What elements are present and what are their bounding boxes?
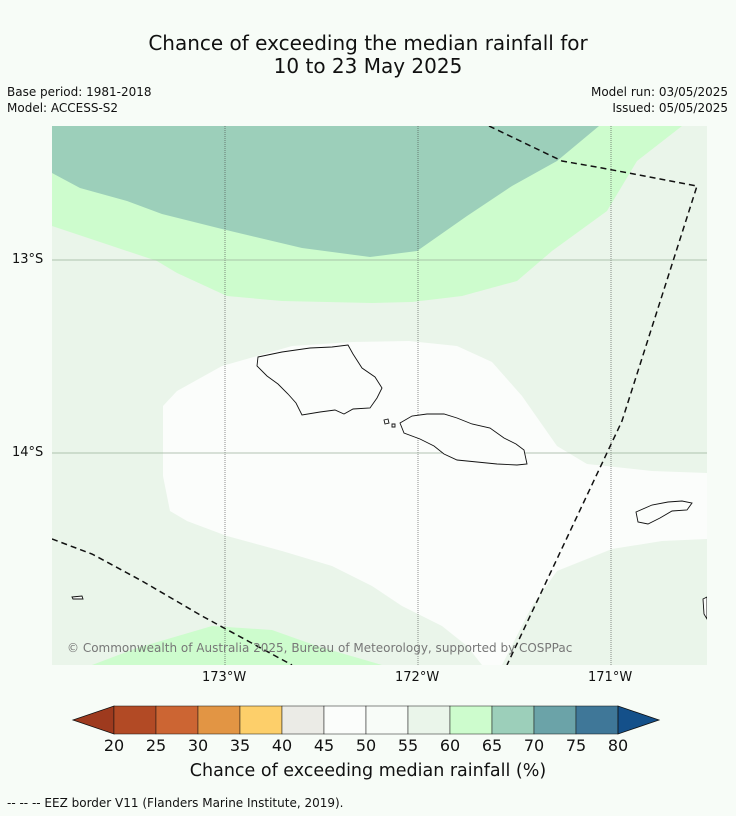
colorbar-segment <box>407 705 451 735</box>
region-60-65-south <box>92 626 382 665</box>
colorbar-tick-label: 50 <box>355 736 377 755</box>
colorbar-segment <box>323 705 367 735</box>
samoa-islands <box>71 344 707 620</box>
colorbar-segment <box>575 705 619 735</box>
colorbar-extend-low <box>71 705 115 735</box>
eez-border <box>52 126 698 665</box>
colorbar <box>71 705 661 735</box>
eez-legend-note: -- -- -- EEZ border V11 (Flanders Marine… <box>7 796 344 810</box>
colorbar-title: Chance of exceeding median rainfall (%) <box>189 761 547 781</box>
small-island-west <box>71 595 84 600</box>
colorbar-tick-label: 60 <box>439 736 461 755</box>
lon-tick-172w: 172°W <box>395 670 440 685</box>
savaii-island <box>256 344 383 416</box>
colorbar-tick-label: 40 <box>271 736 293 755</box>
colorbar-segment <box>281 705 325 735</box>
colorbar-segment <box>239 705 283 735</box>
base-period: Base period: 1981-2018 <box>7 85 152 99</box>
map-title-line1: Chance of exceeding the median rainfall … <box>148 31 588 55</box>
colorbar-tick-label: 35 <box>229 736 251 755</box>
model-name: Model: ACCESS-S2 <box>7 101 119 115</box>
colorbar-tick-label: 30 <box>187 736 209 755</box>
colorbar-tick-label: 75 <box>565 736 587 755</box>
copyright-notice: © Commonwealth of Australia 2025, Bureau… <box>67 641 573 655</box>
colorbar-segment <box>533 705 577 735</box>
map-title-line2: 10 to 23 May 2025 <box>273 54 463 78</box>
colorbar-segment <box>113 705 157 735</box>
lon-tick-171w: 171°W <box>588 670 633 685</box>
colorbar-segment <box>491 705 535 735</box>
colorbar-tick-label: 55 <box>397 736 419 755</box>
colorbar-extend-high <box>617 705 661 735</box>
colorbar-segment <box>365 705 409 735</box>
colorbar-tick-label: 45 <box>313 736 335 755</box>
colorbar-tick-label: 65 <box>481 736 503 755</box>
lat-tick-13s: 13°S <box>12 252 44 267</box>
colorbar-segment <box>449 705 493 735</box>
rainfall-map <box>52 126 707 665</box>
apolima-island <box>391 423 396 428</box>
manono-island <box>383 418 390 425</box>
colorbar-tick-label: 70 <box>523 736 545 755</box>
colorbar-segment <box>197 705 241 735</box>
colorbar-tick-label: 25 <box>145 736 167 755</box>
tutuila-island <box>635 500 693 525</box>
lon-tick-173w: 173°W <box>202 670 247 685</box>
upolu-island <box>399 413 528 466</box>
model-run: Model run: 03/05/2025 <box>590 85 728 99</box>
colorbar-tick-label: 80 <box>607 736 629 755</box>
region-65-70 <box>52 126 599 257</box>
issued-date: Issued: 05/05/2025 <box>612 101 728 115</box>
lat-tick-14s: 14°S <box>12 445 44 460</box>
colorbar-segment <box>155 705 199 735</box>
small-island-east <box>702 596 707 620</box>
colorbar-tick-label: 20 <box>103 736 125 755</box>
